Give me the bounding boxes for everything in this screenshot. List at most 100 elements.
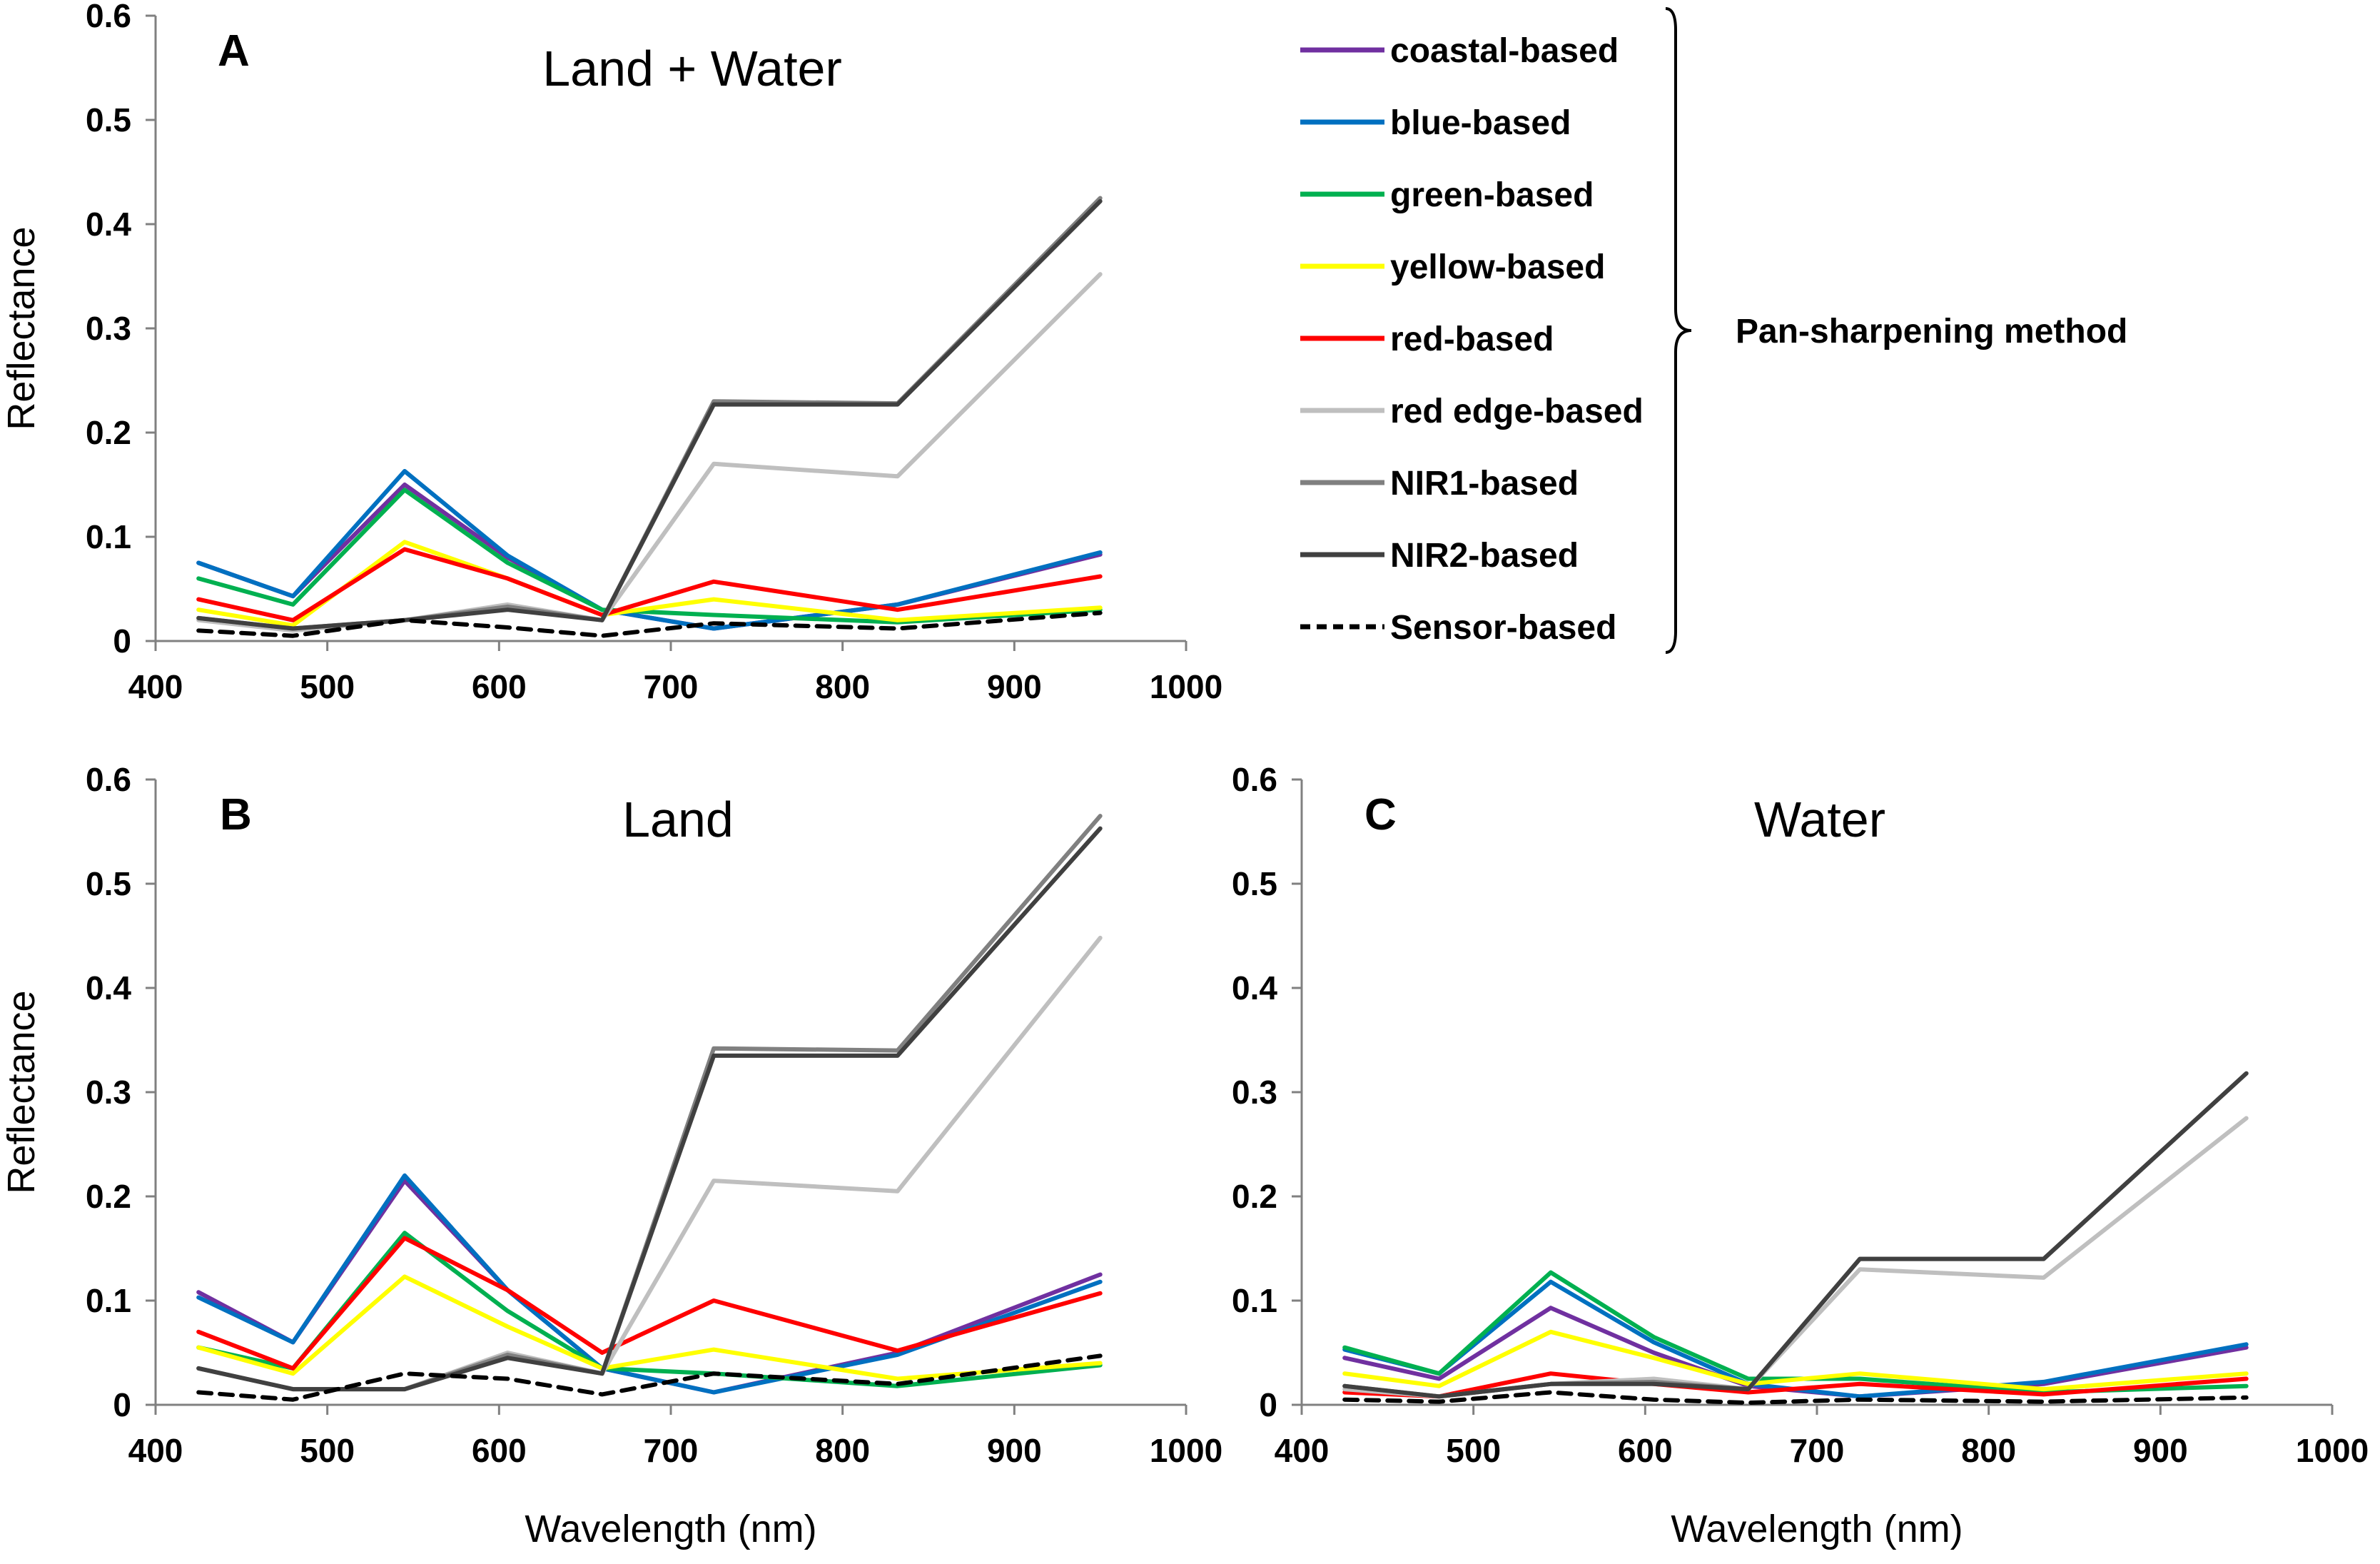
series-sensor-based (196, 610, 1103, 638)
series-line-sensor-based (1342, 1390, 2249, 1406)
x-tick-label: 400 (128, 668, 183, 705)
x-axis-label: Wavelength (nm) (525, 1508, 816, 1550)
series-blue-based (196, 469, 1103, 631)
series-line-yellow-based (1342, 1329, 2249, 1392)
legend-label: NIR2-based (1390, 537, 1579, 575)
legend-label: yellow-based (1390, 248, 1605, 286)
legend-item-red-edge-based: red edge-based (1300, 393, 1644, 430)
y-tick-label: 0 (113, 1386, 131, 1423)
legend-label: blue-based (1390, 104, 1571, 142)
y-tick-label: 0.4 (86, 206, 131, 243)
x-tick-label: 400 (1275, 1432, 1330, 1469)
series-nir1-based (196, 814, 1103, 1392)
y-tick-label: 0.2 (86, 414, 131, 451)
series-line-sensor-based (196, 610, 1103, 638)
series-line-red-based (196, 547, 1103, 622)
series-nir1-based (1342, 1071, 2249, 1399)
y-axis-label: Reflectance (0, 226, 43, 430)
panel-b: 0 0.1 0.2 0.3 0.4 0.5 0.6 400 500 600 700 800 900 100… (0, 761, 1222, 1550)
legend-label: Sensor-based (1390, 609, 1616, 647)
y-tick-label: 0.5 (1232, 865, 1277, 902)
legend-brace (1665, 7, 1692, 654)
legend-item-green-based: green-based (1300, 176, 1594, 214)
series-nir2-based (196, 826, 1103, 1392)
x-tick-label: 500 (300, 1432, 355, 1469)
panel-title: Land + Water (542, 41, 842, 96)
x-tick-label: 800 (1961, 1432, 2016, 1469)
panel-letter: B (220, 790, 252, 839)
legend-label: red-based (1390, 321, 1554, 358)
series-nir2-based (1342, 1071, 2249, 1399)
y-tick-label: 0.3 (86, 1074, 131, 1111)
legend: coastal-based blue-based green-based yellow… (1300, 7, 2127, 654)
series-sensor-based (1342, 1390, 2249, 1406)
legend-item-red-based: red-based (1300, 321, 1554, 358)
y-tick-label: 0.1 (86, 518, 131, 555)
series-yellow-based (1342, 1329, 2249, 1392)
x-tick-label: 400 (128, 1432, 183, 1469)
series-line-nir1-based (1342, 1071, 2249, 1399)
y-tick-label: 0.1 (86, 1282, 131, 1319)
x-tick-label: 700 (644, 1432, 699, 1469)
panel-title: Water (1754, 792, 1885, 847)
x-tick-label: 800 (815, 1432, 870, 1469)
legend-item-yellow-based: yellow-based (1300, 248, 1605, 286)
y-tick-label: 0 (1259, 1386, 1277, 1423)
series-line-nir2-based (1342, 1071, 2249, 1399)
y-tick-label: 0.6 (86, 761, 131, 798)
panel-letter: A (218, 26, 250, 76)
x-tick-label: 700 (644, 668, 699, 705)
series-red-based (196, 547, 1103, 622)
x-tick-label: 500 (1446, 1432, 1501, 1469)
series-line-blue-based (196, 1173, 1103, 1395)
y-tick-label: 0.2 (86, 1178, 131, 1215)
legend-group-label: Pan-sharpening method (1736, 313, 2127, 350)
series-red-based (196, 1236, 1103, 1371)
series-red-edge-based (196, 272, 1103, 633)
panel-letter: C (1364, 790, 1397, 839)
x-tick-label: 1000 (2296, 1432, 2369, 1469)
legend-item-blue-based: blue-based (1300, 104, 1571, 142)
y-tick-label: 0.6 (1232, 761, 1277, 798)
y-tick-label: 0.2 (1232, 1178, 1277, 1215)
x-tick-label: 500 (300, 668, 355, 705)
x-tick-label: 600 (472, 668, 527, 705)
series-line-green-based (196, 488, 1103, 625)
x-tick-label: 1000 (1150, 1432, 1222, 1469)
x-tick-label: 600 (1618, 1432, 1673, 1469)
y-tick-label: 0.5 (86, 101, 131, 138)
x-tick-label: 600 (472, 1432, 527, 1469)
legend-item-nir1-based: NIR1-based (1300, 465, 1579, 503)
y-tick-label: 0.4 (86, 969, 131, 1006)
y-tick-label: 0.3 (1232, 1074, 1277, 1111)
series-line-sensor-based (196, 1353, 1103, 1402)
panel-a: 0 0.1 0.2 0.3 0.4 0.5 0.6 400 500 600 700 800 900 100… (0, 0, 1222, 705)
legend-item-nir2-based: NIR2-based (1300, 537, 1579, 575)
legend-label: red edge-based (1390, 393, 1644, 430)
x-tick-label: 700 (1790, 1432, 1845, 1469)
series-line-blue-based (196, 469, 1103, 631)
y-tick-label: 0 (113, 622, 131, 660)
series-line-red-based (196, 1236, 1103, 1371)
series-line-nir1-based (196, 814, 1103, 1392)
series-line-red-edge-based (196, 272, 1103, 633)
x-tick-label: 900 (987, 1432, 1042, 1469)
legend-label: coastal-based (1390, 32, 1619, 70)
legend-label: NIR1-based (1390, 465, 1579, 503)
x-axis-label: Wavelength (nm) (1671, 1508, 1963, 1550)
legend-label: green-based (1390, 176, 1594, 214)
y-tick-label: 0.1 (1232, 1282, 1277, 1319)
x-tick-label: 900 (987, 668, 1042, 705)
y-tick-label: 0.6 (86, 0, 131, 34)
x-tick-label: 900 (2133, 1432, 2188, 1469)
y-tick-label: 0.4 (1232, 969, 1277, 1006)
series-line-yellow-based (196, 1274, 1103, 1381)
legend-item-coastal-based: coastal-based (1300, 32, 1619, 70)
y-axis-label: Reflectance (0, 990, 43, 1194)
x-tick-label: 800 (815, 668, 870, 705)
y-tick-label: 0.3 (86, 310, 131, 347)
series-line-nir2-based (196, 198, 1103, 631)
x-tick-label: 1000 (1150, 668, 1222, 705)
series-line-nir2-based (196, 826, 1103, 1392)
